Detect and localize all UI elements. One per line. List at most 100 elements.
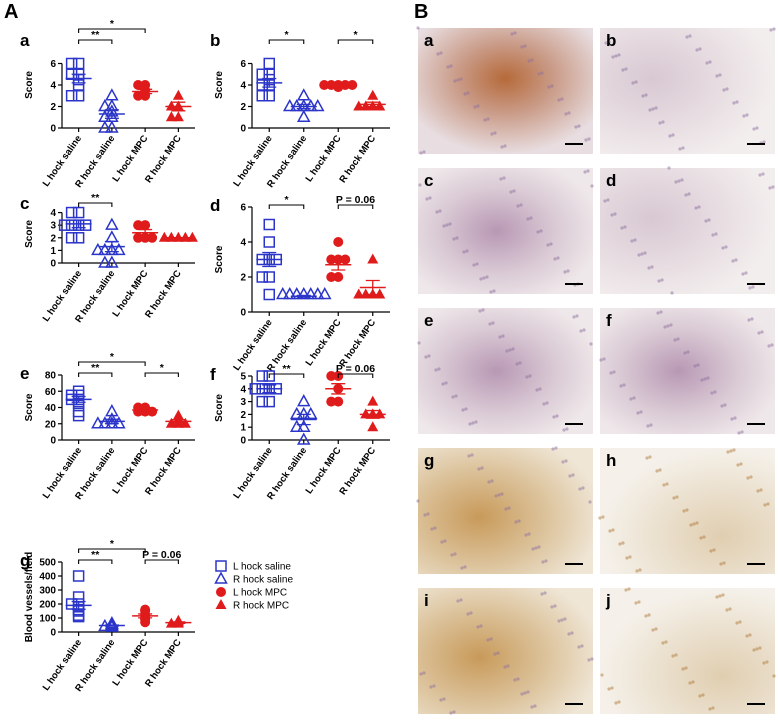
cell-nucleus (511, 347, 515, 351)
cell-nucleus (503, 144, 507, 148)
cell-nucleus (660, 278, 664, 282)
cell-nucleus (440, 540, 444, 544)
cell-nucleus (453, 79, 457, 83)
cell-nucleus (663, 325, 667, 329)
cell-nucleus (693, 364, 697, 368)
cell-nucleus (539, 229, 543, 233)
cell-nucleus (705, 61, 709, 65)
cell-nucleus (493, 652, 497, 656)
cell-nucleus (664, 640, 668, 644)
significance-label: ** (91, 192, 100, 204)
cell-nucleus (643, 251, 647, 255)
cell-nucleus (646, 424, 650, 428)
significance-bracket (78, 39, 113, 44)
cell-nucleus (618, 542, 622, 546)
point (263, 288, 275, 301)
cell-nucleus (731, 259, 735, 263)
cell-nucleus (496, 651, 500, 655)
cell-nucleus (662, 483, 666, 487)
cell-nucleus (658, 468, 662, 472)
cell-nucleus (587, 658, 591, 662)
cell-nucleus (588, 500, 592, 504)
cell-nucleus (758, 173, 762, 177)
cell-nucleus (632, 396, 636, 400)
cell-nucleus (426, 512, 430, 516)
point (79, 219, 92, 231)
point (165, 100, 177, 111)
significance-label: * (110, 18, 115, 30)
cell-nucleus (634, 601, 638, 605)
cell-nucleus (461, 408, 465, 412)
cell-nucleus (704, 219, 708, 223)
cell-nucleus (722, 88, 726, 92)
cell-nucleus (528, 374, 532, 378)
point (133, 80, 144, 90)
cell-nucleus (688, 681, 692, 685)
cell-nucleus (547, 85, 551, 89)
cell-nucleus (718, 594, 722, 598)
micrograph (418, 588, 593, 714)
cell-nucleus (627, 587, 631, 591)
point (65, 219, 78, 231)
point (326, 371, 337, 381)
significance-bracket (144, 559, 179, 564)
cell-nucleus (581, 486, 585, 490)
cell-nucleus (641, 94, 645, 98)
cell-nucleus (451, 395, 455, 399)
error-bar (331, 258, 346, 271)
cell-nucleus (708, 707, 712, 711)
cell-nucleus (730, 417, 734, 421)
point (333, 396, 344, 407)
cell-nucleus (552, 415, 556, 419)
cell-nucleus (488, 322, 492, 326)
cell-nucleus (647, 613, 651, 617)
cell-nucleus (681, 146, 685, 150)
error-bar (104, 109, 119, 119)
cell-nucleus (448, 222, 452, 226)
point (179, 231, 191, 242)
cell-nucleus (492, 289, 496, 293)
cell-nucleus (590, 657, 594, 661)
cell-nucleus (648, 455, 652, 459)
cell-nucleus (502, 176, 506, 180)
point (282, 286, 297, 300)
cell-nucleus (661, 120, 665, 124)
cell-nucleus (609, 371, 613, 375)
cell-nucleus (463, 92, 467, 96)
cell-nucleus (745, 113, 749, 117)
significance-label: ** (91, 549, 100, 561)
point (256, 395, 268, 408)
cell-nucleus (748, 286, 752, 290)
error-bar (365, 279, 380, 296)
y-tick-label: 100 (39, 614, 56, 625)
y-axis-label: Score (214, 394, 225, 422)
cell-nucleus (455, 236, 459, 240)
y-tick-label: 4 (240, 384, 246, 395)
point (72, 90, 85, 102)
legend-swatch (214, 571, 228, 584)
cell-nucleus (760, 330, 764, 334)
cell-nucleus (563, 270, 567, 274)
cell-nucleus (697, 205, 701, 209)
cell-nucleus (710, 391, 714, 395)
cell-nucleus (751, 285, 755, 289)
y-tick-label: 2 (240, 410, 246, 421)
cell-nucleus (617, 53, 621, 57)
point (353, 288, 365, 299)
micrograph-label: d (606, 171, 616, 190)
cell-nucleus (689, 523, 693, 527)
cell-nucleus (475, 262, 479, 266)
x-tick-label: R hock MPC (337, 445, 378, 497)
cell-nucleus (432, 684, 436, 688)
cell-nucleus (758, 646, 762, 650)
cell-nucleus (515, 362, 519, 366)
cell-nucleus (770, 343, 774, 347)
cell-nucleus (463, 565, 467, 569)
cell-nucleus (598, 516, 602, 520)
cell-nucleus (523, 691, 527, 695)
cell-nucleus (671, 133, 675, 137)
cell-nucleus (530, 705, 534, 709)
cell-nucleus (719, 562, 723, 566)
cell-nucleus (669, 323, 673, 327)
cell-nucleus (685, 35, 689, 39)
